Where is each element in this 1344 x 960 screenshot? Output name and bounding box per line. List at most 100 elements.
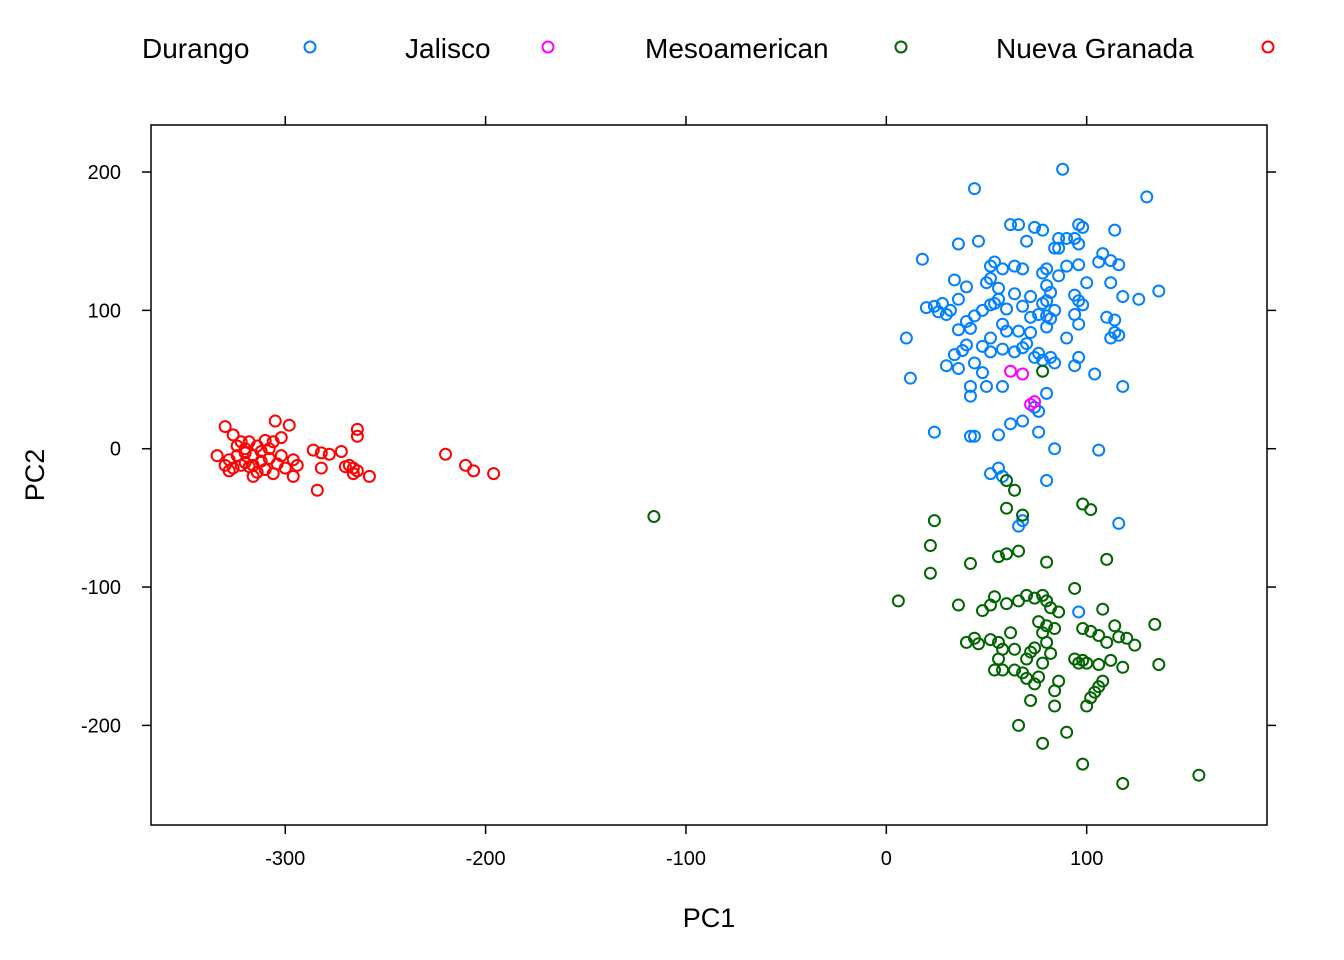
point-durango	[1060, 331, 1074, 345]
point-durango	[899, 331, 913, 345]
point-mesoamerican	[1008, 642, 1022, 656]
point-durango	[1016, 414, 1030, 428]
point-mesoamerican	[1024, 693, 1038, 707]
point-durango	[1040, 278, 1054, 292]
legend-label-nueva-granada: Nueva Granada	[996, 33, 1194, 64]
point-nueva-granada	[218, 420, 232, 434]
point-mesoamerican	[1152, 658, 1166, 672]
y-tick-label: 0	[110, 439, 121, 461]
point-mesoamerican	[1192, 768, 1206, 782]
point-durango	[951, 361, 965, 375]
point-durango	[939, 308, 953, 322]
point-nueva-granada	[362, 469, 376, 483]
point-mesoamerican	[1120, 631, 1134, 645]
point-mesoamerican	[988, 590, 1002, 604]
legend-label-mesoamerican: Mesoamerican	[645, 33, 829, 64]
point-mesoamerican	[1128, 638, 1142, 652]
point-durango	[1112, 328, 1126, 342]
legend: Durango Jalisco Mesoamerican Nueva Grana…	[142, 33, 1275, 64]
point-durango	[963, 429, 977, 443]
point-durango	[1108, 313, 1122, 327]
legend-marker-mesoamerican	[894, 40, 908, 54]
point-durango	[992, 292, 1006, 306]
point-durango	[996, 379, 1010, 393]
point-nueva-granada	[274, 449, 288, 463]
point-durango	[963, 389, 977, 403]
point-durango	[915, 252, 929, 266]
point-mesoamerican	[1012, 594, 1026, 608]
point-durango	[1108, 223, 1122, 237]
point-nueva-granada	[286, 469, 300, 483]
y-tick-label: -200	[81, 715, 121, 737]
point-durango	[1116, 379, 1130, 393]
point-mesoamerican	[1040, 619, 1054, 633]
point-durango	[1052, 269, 1066, 283]
point-mesoamerican	[1068, 652, 1082, 666]
point-mesoamerican	[975, 604, 989, 618]
point-mesoamerican	[1040, 635, 1054, 649]
point-mesoamerican	[1116, 660, 1130, 674]
point-nueva-granada	[210, 449, 224, 463]
point-mesoamerican	[984, 633, 998, 647]
point-durango	[1152, 284, 1166, 298]
point-jalisco	[1016, 367, 1030, 381]
point-mesoamerican	[1080, 656, 1094, 670]
point-durango	[1024, 310, 1038, 324]
point-nueva-granada	[246, 449, 260, 463]
point-durango	[967, 429, 981, 443]
point-durango	[963, 321, 977, 335]
point-durango	[1008, 287, 1022, 301]
point-durango	[1016, 299, 1030, 313]
y-tick-label: 100	[88, 300, 121, 322]
point-mesoamerican	[1036, 736, 1050, 750]
point-durango	[996, 469, 1010, 483]
legend-marker-nueva-granada	[1261, 40, 1275, 54]
point-durango	[1008, 259, 1022, 273]
point-nueva-granada	[314, 461, 328, 475]
point-mesoamerican	[1020, 588, 1034, 602]
point-durango	[1060, 259, 1074, 273]
point-nueva-granada	[268, 414, 282, 428]
point-mesoamerican	[1036, 364, 1050, 378]
point-durango	[1048, 442, 1062, 456]
point-durango	[1024, 290, 1038, 304]
x-tick-label: -300	[265, 848, 305, 870]
point-mesoamerican	[1076, 757, 1090, 771]
point-nueva-granada	[274, 431, 288, 445]
point-durango	[1000, 324, 1014, 338]
point-mesoamerican	[1092, 658, 1106, 672]
point-mesoamerican	[1116, 776, 1130, 790]
point-durango	[931, 305, 945, 319]
point-mesoamerican	[1060, 725, 1074, 739]
point-durango	[988, 255, 1002, 269]
point-durango	[979, 276, 993, 290]
point-durango	[1072, 605, 1086, 619]
point-mesoamerican	[1052, 605, 1066, 619]
point-mesoamerican	[1068, 581, 1082, 595]
point-nueva-granada	[314, 446, 328, 460]
point-durango	[1032, 346, 1046, 360]
point-durango	[1036, 296, 1050, 310]
point-durango	[1032, 308, 1046, 322]
point-nueva-granada	[238, 442, 252, 456]
y-tick-label: -100	[81, 577, 121, 599]
point-mesoamerican	[1016, 508, 1030, 522]
legend-label-durango: Durango	[142, 33, 249, 64]
point-mesoamerican	[1084, 503, 1098, 517]
point-durango	[975, 366, 989, 380]
point-durango	[1100, 310, 1114, 324]
point-nueva-granada	[246, 469, 260, 483]
point-mesoamerican	[1048, 699, 1062, 713]
point-mesoamerican	[971, 637, 985, 651]
point-nueva-granada	[282, 418, 296, 432]
point-mesoamerican	[1040, 555, 1054, 569]
point-mesoamerican	[1100, 552, 1114, 566]
point-durango	[1036, 266, 1050, 280]
point-mesoamerican	[1000, 501, 1014, 515]
point-mesoamerican	[1028, 641, 1042, 655]
x-tick-label: 100	[1070, 848, 1103, 870]
point-nueva-granada	[487, 467, 501, 481]
legend-marker-durango	[303, 40, 317, 54]
point-durango	[1080, 276, 1094, 290]
point-nueva-granada	[230, 449, 244, 463]
